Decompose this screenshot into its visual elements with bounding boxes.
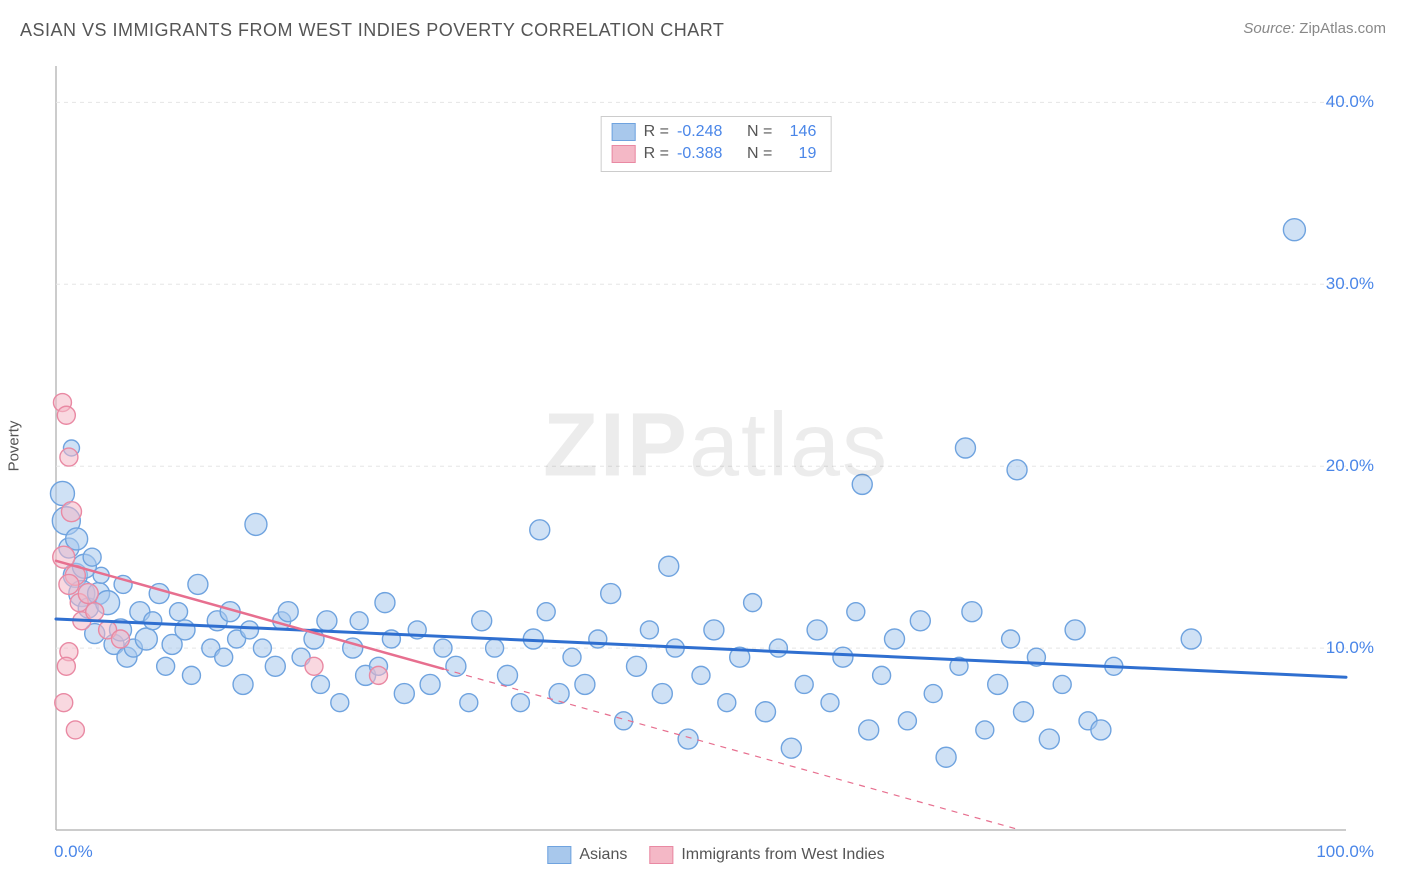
legend-n-label: N = (747, 121, 772, 143)
scatter-svg (46, 56, 1386, 868)
chart-title: ASIAN VS IMMIGRANTS FROM WEST INDIES POV… (20, 20, 724, 41)
source-value: ZipAtlas.com (1299, 20, 1386, 37)
source-attribution: Source: ZipAtlas.com (1243, 20, 1386, 37)
y-axis-label: Poverty (6, 421, 23, 472)
x-tick-label: 100.0% (1316, 842, 1374, 862)
source-label: Source: (1243, 20, 1295, 37)
legend-correlation: R = -0.248 N = 146 R = -0.388 N = 19 (601, 116, 832, 172)
legend-r-value: -0.388 (677, 143, 735, 165)
y-tick-label: 10.0% (1326, 638, 1374, 658)
legend-series: Asians Immigrants from West Indies (547, 846, 884, 864)
legend-swatch (612, 145, 636, 163)
legend-swatch (547, 846, 571, 864)
x-tick-label: 0.0% (54, 842, 93, 862)
y-tick-label: 40.0% (1326, 92, 1374, 112)
legend-row: R = -0.388 N = 19 (612, 143, 817, 165)
legend-n-value: 146 (780, 121, 816, 143)
legend-r-label: R = (644, 121, 669, 143)
legend-swatch (649, 846, 673, 864)
plot-area: ZIPatlas R = -0.248 N = 146 R = -0.388 N… (46, 56, 1386, 868)
legend-label: Immigrants from West Indies (681, 846, 884, 864)
legend-row: R = -0.248 N = 146 (612, 121, 817, 143)
legend-swatch (612, 123, 636, 141)
legend-item: Immigrants from West Indies (649, 846, 884, 864)
legend-item: Asians (547, 846, 627, 864)
legend-r-label: R = (644, 143, 669, 165)
legend-n-label: N = (747, 143, 772, 165)
y-tick-label: 30.0% (1326, 274, 1374, 294)
y-tick-label: 20.0% (1326, 456, 1374, 476)
legend-n-value: 19 (780, 143, 816, 165)
legend-r-value: -0.248 (677, 121, 735, 143)
legend-label: Asians (579, 846, 627, 864)
